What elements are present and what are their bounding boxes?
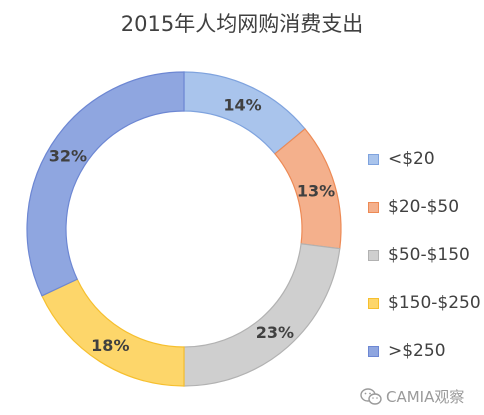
- watermark: CAMIA观察: [360, 386, 464, 407]
- legend-item-3: $150-$250: [368, 291, 481, 315]
- slice-label-3: 18%: [91, 336, 129, 355]
- donut-slice-4: [26, 71, 185, 297]
- donut-slice-2: [183, 243, 341, 387]
- chart-title: 2015年人均网购消费支出: [120, 12, 364, 36]
- legend-label: <$20: [388, 149, 435, 169]
- legend-swatch: [368, 345, 379, 357]
- donut-slice-3: [41, 278, 185, 387]
- legend-item-0: <$20: [368, 147, 481, 171]
- legend-label: >$250: [388, 341, 446, 361]
- legend-label: $50-$150: [388, 245, 470, 265]
- slice-label-1: 13%: [297, 182, 335, 201]
- legend-label: $150-$250: [388, 293, 481, 313]
- legend-swatch: [368, 297, 379, 309]
- legend-item-4: >$250: [368, 339, 481, 363]
- legend-swatch: [368, 201, 379, 213]
- slice-label-2: 23%: [256, 323, 294, 342]
- slice-label-0: 14%: [223, 96, 261, 115]
- legend-item-1: $20-$50: [368, 195, 481, 219]
- slice-label-4: 32%: [49, 146, 87, 165]
- watermark-text: CAMIA观察: [386, 388, 465, 406]
- wechat-icon: [360, 387, 382, 405]
- chart-legend: <$20 $20-$50 $50-$150 $150-$250 >$250: [368, 147, 481, 387]
- legend-swatch: [368, 153, 379, 165]
- legend-swatch: [368, 249, 379, 261]
- legend-label: $20-$50: [388, 197, 460, 217]
- legend-item-2: $50-$150: [368, 243, 481, 267]
